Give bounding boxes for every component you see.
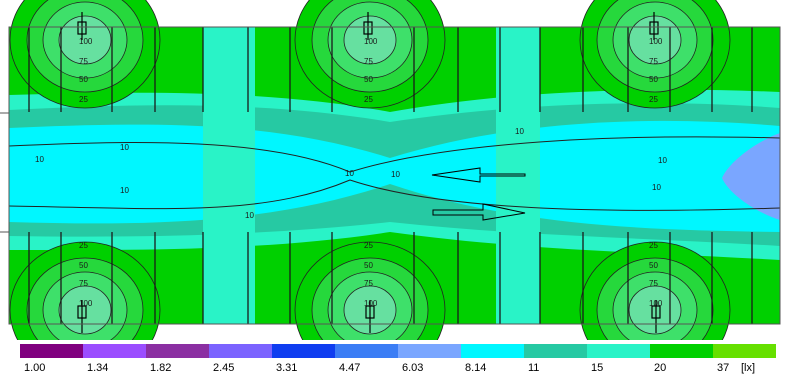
legend-label-8: 8.14 [465,362,486,374]
legend-swatch-9 [524,344,587,358]
isoline-label: 25 [649,241,658,250]
isoline-label: 100 [79,299,93,308]
isoline-label: 75 [364,279,373,288]
luminaire-marker-6 [651,300,661,333]
luminaire-marker-3 [649,12,659,40]
legend-swatch-5 [272,344,335,358]
legend-label-2: 1.34 [87,362,108,374]
legend-swatch-8 [461,344,524,358]
legend-swatch-11 [650,344,713,358]
isoline-label: 50 [79,261,88,270]
isoline-label: 75 [364,57,373,66]
legend-label-10: 15 [591,362,603,374]
isoline-label: 50 [649,261,658,270]
legend-swatch-10 [587,344,650,358]
isoline-label: 25 [649,95,658,104]
isoline-label: 25 [364,241,373,250]
isoline-label: 75 [79,279,88,288]
legend-swatches [20,344,776,358]
isoline-label: 100 [364,37,378,46]
isoline-label: 75 [649,279,658,288]
isoline-label: 100 [649,37,663,46]
isoline-label-corridor: 10 [658,156,667,165]
isoline-label: 100 [79,37,93,46]
legend-label-11: 20 [654,362,666,374]
isoline-label: 100 [364,299,378,308]
luminaire-spot-6 [579,241,731,340]
legend-label-6: 4.47 [339,362,360,374]
legend-swatch-2 [83,344,146,358]
luminaire-marker-4 [77,300,87,333]
legend-swatch-1 [20,344,83,358]
isoline-ring-4 [628,15,682,65]
isoline-label-corridor: 10 [515,127,524,136]
isoline-label-group: 100 75 50 25 100 75 50 25 100 75 50 25 25 50 75 100 25 50… [35,37,667,308]
isoline-label-corridor: 10 [120,143,129,152]
isoline-label-corridor: 10 [245,211,254,220]
legend-label-1: 1.00 [24,362,45,374]
isoline-ring-4 [58,15,112,65]
luminaire-group [9,0,731,340]
isoline-label: 50 [79,75,88,84]
luminaire-marker-1 [77,12,87,40]
legend-swatch-6 [335,344,398,358]
isoline-label: 25 [364,95,373,104]
plot-frame [8,26,781,325]
legend-label-3: 1.82 [150,362,171,374]
isoline-label: 100 [649,299,663,308]
isoline-label-corridor: 10 [391,170,400,179]
isoline-ring-4 [343,15,397,65]
isoline-label: 50 [649,75,658,84]
legend-swatch-3 [146,344,209,358]
zone-6lx [722,133,780,220]
isoline-ring-4 [628,285,682,335]
isoline-label: 50 [364,75,373,84]
luminaire-marker-5 [365,300,375,333]
vertical-line-group [28,27,753,324]
legend-label-9: 11 [528,362,539,374]
zone-8lx [9,120,780,232]
isoline-label-corridor: 10 [120,186,129,195]
isoline-label: 25 [79,95,88,104]
legend-label-5: 3.31 [276,362,297,374]
legend-label-12: 37 [717,362,729,374]
isoline-label-corridor: 10 [345,169,354,178]
isoline-ring-4 [58,285,112,335]
legend-label-4: 2.45 [213,362,234,374]
legend-swatch-4 [209,344,272,358]
legend-swatch-7 [398,344,461,358]
isoline-label: 75 [79,57,88,66]
legend-swatch-12 [713,344,776,358]
isoline-label: 25 [79,241,88,250]
isoline-label-corridor: 10 [652,183,661,192]
arrow-left [431,167,526,183]
illuminance-plot: 100 75 50 25 100 75 50 25 100 75 50 25 25 50 75 100 25 50… [0,0,781,340]
color-legend: 1.00 1.34 1.82 2.45 3.31 4.47 6.03 8.14 11 15 20 37… [20,344,776,374]
stripe-1 [203,27,255,324]
luminaire-marker-group [77,12,661,333]
isoline-corridor-bottom [8,179,781,211]
legend-label-7: 6.03 [402,362,423,374]
legend-labels: 1.00 1.34 1.82 2.45 3.31 4.47 6.03 8.14 11 15 20 37… [24,362,755,374]
isoline-label: 75 [649,57,658,66]
legend-unit: [lx] [741,362,755,374]
luminaire-marker-2 [363,12,373,40]
isoline-label: 50 [364,261,373,270]
isoline-label-corridor: 10 [35,155,44,164]
arrow-right [432,203,526,221]
isoline-corridor-top [8,136,781,173]
